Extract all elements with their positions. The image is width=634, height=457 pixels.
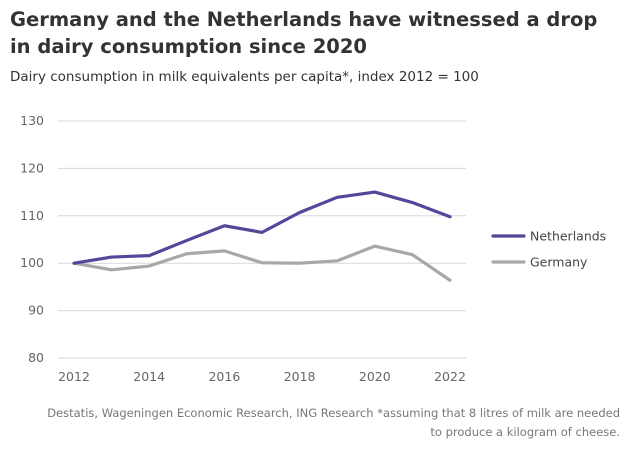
x-tick-label: 2014 — [133, 369, 165, 384]
y-tick-label: 130 — [20, 113, 44, 128]
line-chart: 80 90 100 110 120 130 2012 2014 2016 2018 2020 202… — [0, 0, 634, 457]
x-tick-label: 2022 — [434, 369, 466, 384]
legend-label-germany: Germany — [530, 255, 588, 270]
x-tick-label: 2016 — [208, 369, 240, 384]
x-axis: 2012 2014 2016 2018 2020 2022 — [58, 369, 466, 384]
x-tick-label: 2018 — [284, 369, 316, 384]
y-axis: 80 90 100 110 120 130 — [20, 113, 44, 365]
y-tick-label: 80 — [28, 350, 44, 365]
legend-label-netherlands: Netherlands — [530, 229, 606, 244]
x-tick-label: 2012 — [58, 369, 90, 384]
legend: Netherlands Germany — [493, 229, 606, 270]
x-tick-label: 2020 — [359, 369, 391, 384]
source-note: Destatis, Wageningen Economic Research, … — [40, 404, 620, 442]
y-tick-label: 100 — [20, 255, 44, 270]
grid-lines — [58, 121, 466, 358]
series-lines — [74, 192, 450, 280]
y-tick-label: 90 — [28, 303, 44, 318]
y-tick-label: 120 — [20, 160, 44, 175]
y-tick-label: 110 — [20, 208, 44, 223]
series-line-netherlands — [74, 192, 450, 263]
